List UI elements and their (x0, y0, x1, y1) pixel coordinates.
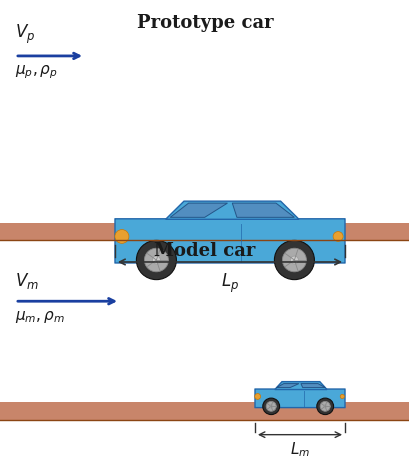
Text: $V_p$: $V_p$ (15, 23, 35, 46)
Circle shape (152, 256, 160, 264)
Bar (0, 402, 409, 420)
Circle shape (323, 405, 326, 408)
FancyBboxPatch shape (254, 389, 344, 407)
Circle shape (115, 230, 128, 243)
Text: $\mu_m, \rho_m$: $\mu_m, \rho_m$ (15, 309, 65, 325)
FancyBboxPatch shape (115, 219, 344, 263)
Circle shape (319, 401, 329, 411)
Polygon shape (274, 382, 326, 389)
Polygon shape (170, 203, 227, 217)
Circle shape (316, 398, 333, 414)
Text: Model car: Model car (154, 243, 255, 261)
Text: Prototype car: Prototype car (136, 14, 273, 32)
Circle shape (265, 401, 276, 411)
Bar (0, 223, 409, 240)
Circle shape (254, 394, 260, 399)
Circle shape (136, 240, 176, 280)
Circle shape (339, 395, 344, 399)
Polygon shape (232, 203, 294, 217)
Circle shape (290, 256, 298, 264)
Circle shape (144, 248, 168, 272)
Circle shape (262, 398, 279, 414)
Polygon shape (276, 383, 298, 388)
Text: $\mu_p, \rho_p$: $\mu_p, \rho_p$ (15, 64, 58, 81)
Text: $L_p$: $L_p$ (220, 272, 238, 295)
Polygon shape (300, 383, 324, 388)
Text: $V_m$: $V_m$ (15, 271, 39, 292)
Circle shape (282, 248, 306, 272)
Circle shape (274, 240, 314, 280)
Polygon shape (165, 201, 298, 219)
Text: $L_m$: $L_m$ (289, 441, 309, 459)
Circle shape (332, 231, 342, 241)
Circle shape (269, 405, 272, 408)
